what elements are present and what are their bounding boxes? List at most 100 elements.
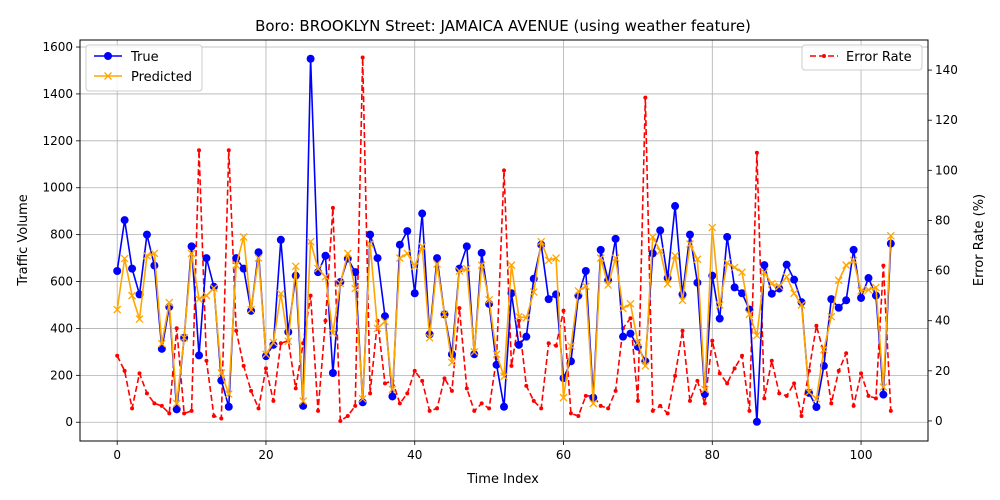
- data-point: [619, 304, 627, 313]
- data-point: [487, 406, 492, 411]
- data-point: [604, 281, 613, 290]
- data-point: [566, 342, 575, 350]
- y-tick-label: 200: [50, 368, 73, 382]
- data-point: [373, 324, 382, 333]
- data-point: [373, 254, 382, 263]
- data-point: [658, 403, 663, 408]
- data-point: [256, 406, 261, 411]
- data-point: [656, 247, 665, 256]
- data-point: [128, 264, 137, 273]
- data-point: [306, 54, 315, 63]
- data-point: [120, 216, 129, 225]
- data-point: [150, 261, 159, 270]
- legend-label: Error Rate: [846, 50, 912, 65]
- data-point: [514, 340, 523, 349]
- data-point: [760, 268, 769, 277]
- y-tick-label: 400: [50, 321, 73, 335]
- data-point: [767, 279, 776, 288]
- data-point: [886, 231, 895, 240]
- data-point: [412, 368, 417, 373]
- data-point: [462, 242, 471, 251]
- data-point: [686, 240, 694, 248]
- data-point: [241, 363, 246, 368]
- legend-right: Error Rate: [801, 44, 923, 71]
- y2-tick-label: 140: [935, 63, 958, 77]
- data-point: [552, 254, 561, 263]
- data-point: [710, 338, 715, 343]
- data-point: [464, 386, 469, 391]
- data-point: [165, 298, 174, 307]
- data-point: [522, 332, 531, 341]
- data-point: [263, 366, 268, 371]
- y-tick-label: 600: [50, 275, 73, 289]
- x-tick-label: 80: [705, 448, 720, 462]
- data-point: [671, 251, 680, 260]
- data-point: [574, 286, 583, 295]
- data-point: [836, 368, 841, 373]
- data-point: [157, 339, 166, 348]
- legend-marker: [104, 52, 112, 60]
- data-point: [812, 402, 821, 411]
- data-point: [321, 251, 330, 260]
- data-point: [172, 399, 181, 408]
- data-point: [648, 233, 657, 241]
- data-point: [738, 268, 746, 277]
- data-point: [725, 381, 730, 386]
- data-point: [635, 398, 640, 403]
- data-point: [589, 399, 598, 408]
- x-tick-label: 20: [258, 448, 273, 462]
- data-point: [596, 254, 605, 263]
- y-axis-label: Traffic Volume: [16, 194, 31, 287]
- data-point: [167, 411, 172, 416]
- data-point: [195, 351, 204, 360]
- y-tick-label: 800: [50, 228, 73, 242]
- data-point: [680, 328, 685, 333]
- data-point: [137, 371, 142, 376]
- data-point: [321, 272, 330, 281]
- data-point: [224, 390, 233, 399]
- data-point: [539, 406, 544, 411]
- data-point: [888, 408, 893, 413]
- data-point: [665, 411, 670, 416]
- legend-label: Predicted: [131, 70, 192, 85]
- data-point: [204, 358, 209, 363]
- data-point: [559, 393, 568, 402]
- data-point: [500, 402, 508, 411]
- data-point: [405, 391, 410, 396]
- y-tick-label: 1400: [42, 87, 73, 101]
- data-point: [871, 283, 880, 292]
- y-tick-label: 0: [65, 415, 73, 429]
- data-point: [693, 255, 702, 264]
- data-point: [819, 345, 828, 354]
- x-axis-label: Time Index: [466, 472, 539, 487]
- data-point: [358, 394, 367, 403]
- data-point: [799, 413, 804, 418]
- data-point: [866, 393, 871, 398]
- legend-marker: [822, 54, 826, 58]
- data-point: [790, 289, 799, 298]
- data-point: [708, 223, 717, 232]
- data-point: [130, 406, 135, 411]
- data-point: [226, 148, 231, 153]
- data-point: [516, 318, 521, 323]
- data-point: [485, 295, 494, 304]
- data-point: [433, 254, 442, 263]
- data-point: [857, 286, 866, 295]
- y2-tick-label: 60: [935, 264, 950, 278]
- data-point: [380, 312, 389, 321]
- data-point: [849, 245, 858, 254]
- data-point: [144, 391, 149, 396]
- data-point: [219, 416, 224, 421]
- data-point: [291, 262, 300, 271]
- data-point: [671, 202, 680, 211]
- data-point: [232, 261, 241, 270]
- data-point: [420, 378, 425, 383]
- data-point: [462, 264, 471, 273]
- data-point: [834, 276, 843, 285]
- data-point: [479, 401, 484, 406]
- data-point: [159, 403, 164, 408]
- data-point: [544, 295, 553, 304]
- data-point: [180, 333, 189, 342]
- data-point: [113, 266, 122, 275]
